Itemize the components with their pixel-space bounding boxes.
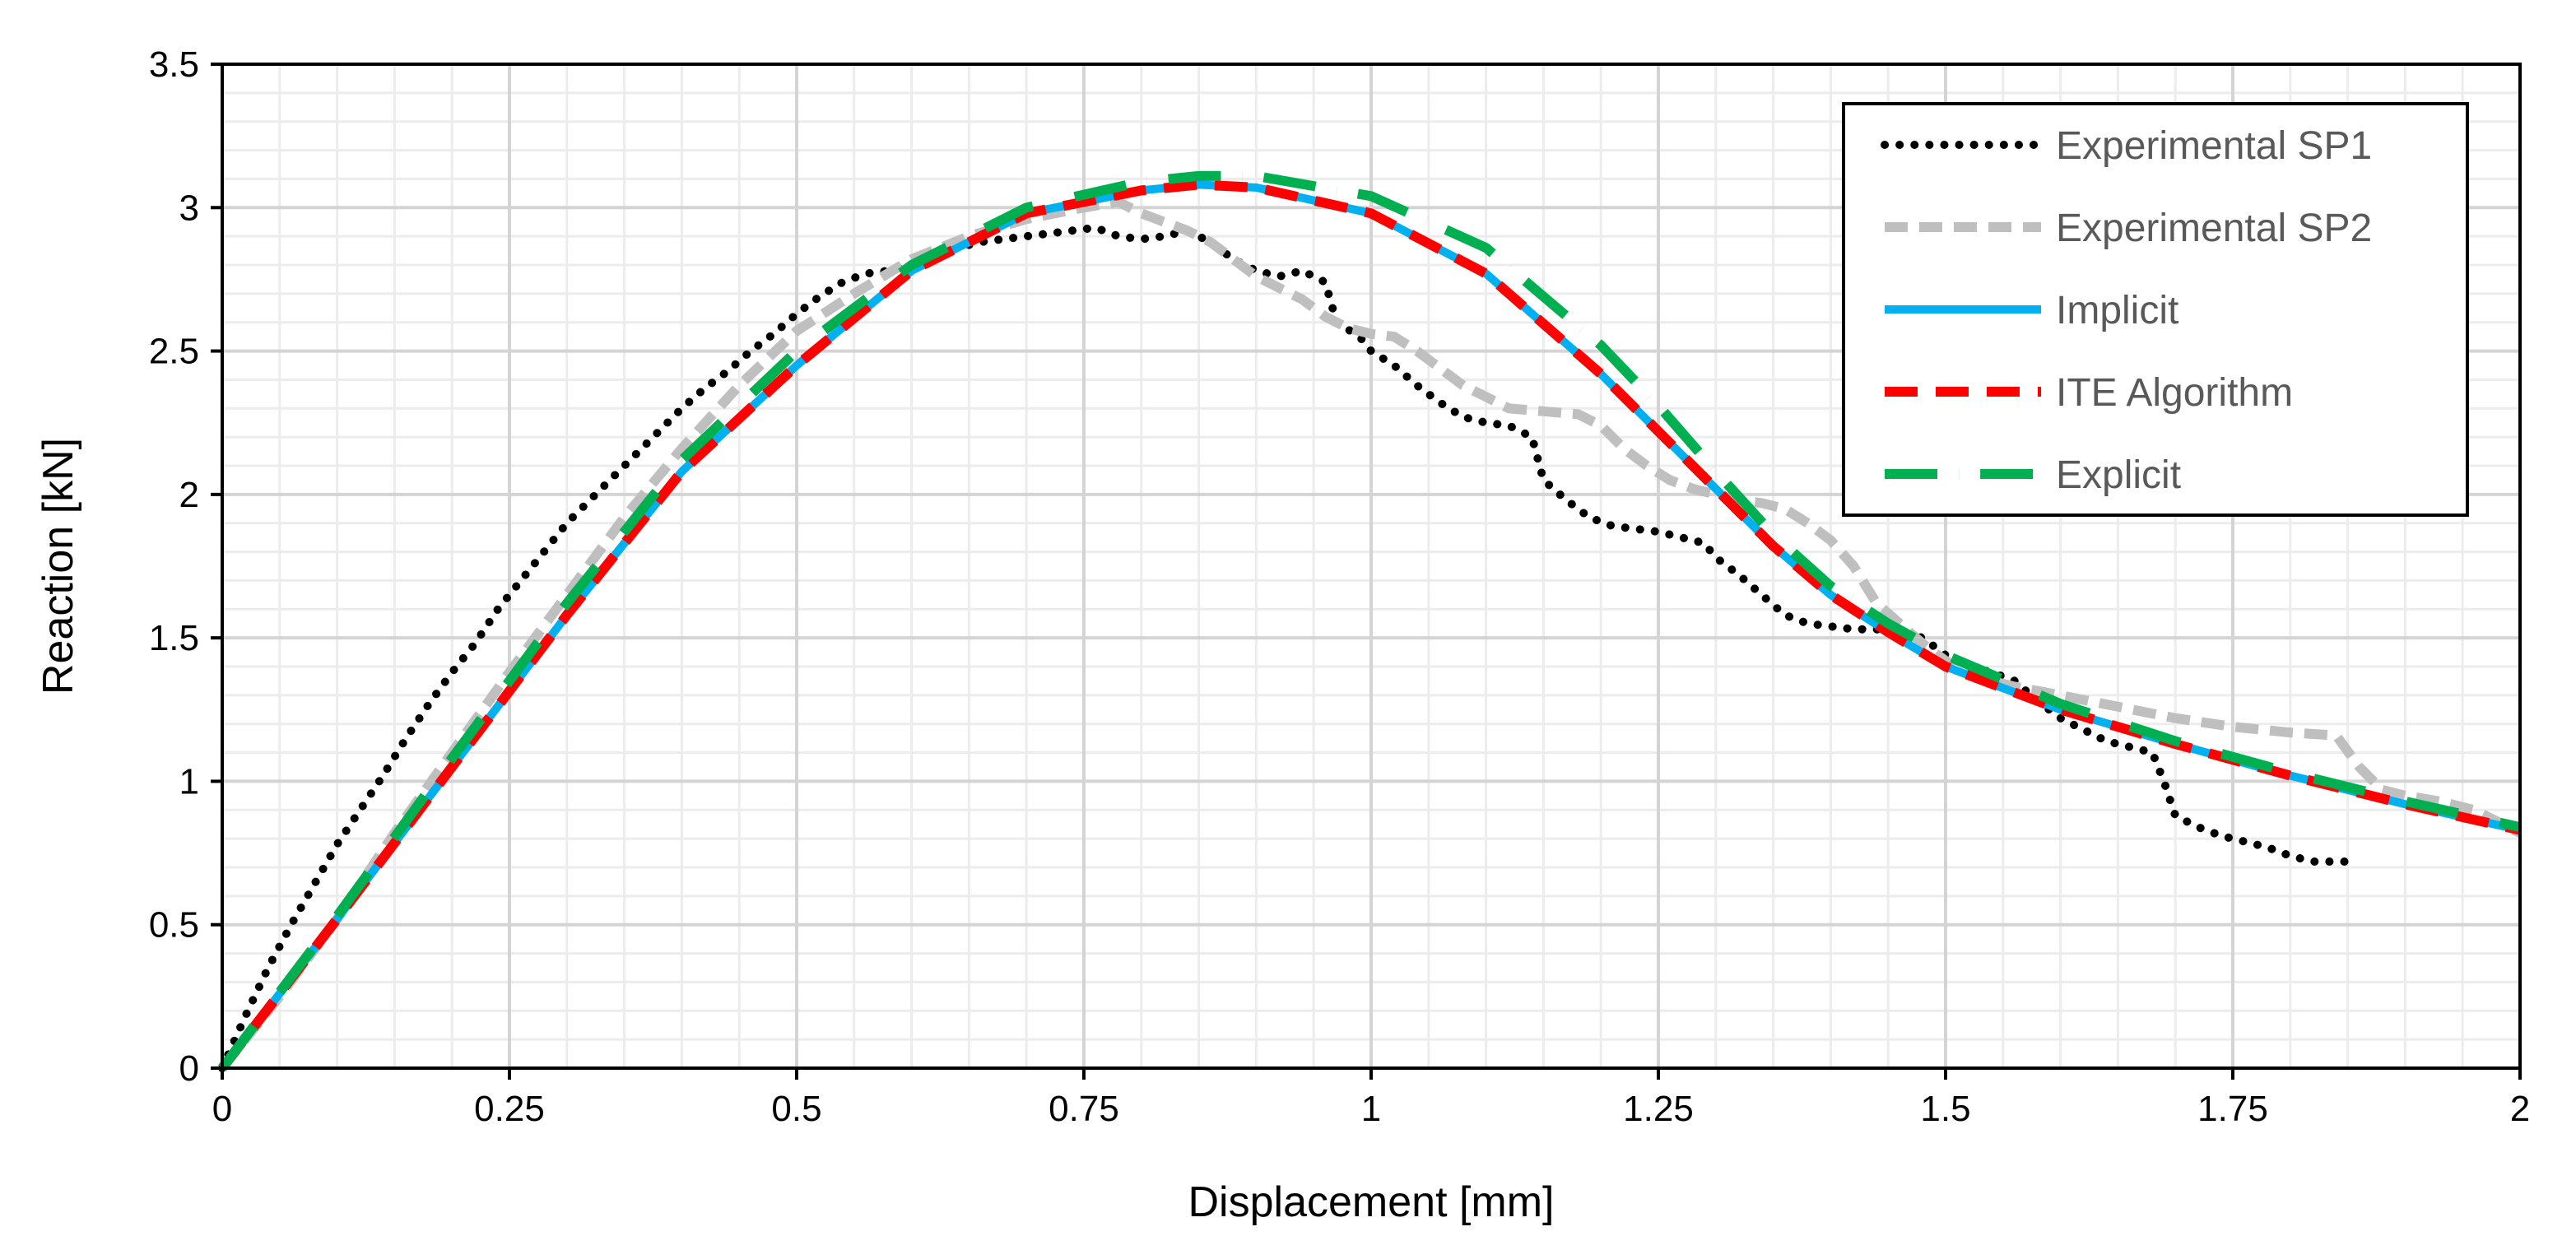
- y-axis-title: Reaction [kN]: [35, 438, 82, 695]
- y-tick-label: 1: [179, 761, 199, 802]
- y-tick-label: 3: [179, 188, 199, 228]
- legend-label-explicit: Explicit: [2056, 453, 2181, 497]
- y-tick-label: 0: [179, 1048, 199, 1089]
- x-tick-label: 0.25: [474, 1089, 545, 1129]
- legend-label-implicit: Implicit: [2056, 289, 2178, 332]
- y-tick-label: 3.5: [149, 44, 199, 85]
- x-tick-label: 0.5: [771, 1089, 821, 1129]
- x-tick-label: 1.5: [1920, 1089, 1970, 1129]
- series-line-experimental-sp2: [218, 197, 2523, 1071]
- series-line-explicit: [218, 170, 2522, 1071]
- y-tick-label: 0.5: [149, 905, 199, 946]
- legend-label-ite-algorithm: ITE Algorithm: [2056, 371, 2293, 415]
- x-tick-label: 0.75: [1049, 1089, 1119, 1129]
- x-axis-title: Displacement [mm]: [1188, 1178, 1555, 1226]
- legend: Experimental SP1 Experimental SP2 Implicit…: [1842, 102, 2469, 517]
- x-axis-ticks: 0 0.25 0.5 0.75 1 1.25 1.5 1.75 2: [212, 1068, 2530, 1129]
- series-line-experimental-sp1: [218, 223, 2352, 1072]
- y-tick-label: 2.5: [149, 332, 199, 372]
- y-tick-label: 1.5: [149, 618, 199, 658]
- y-axis-ticks: 0 0.5 1 1.5 2 2.5 3 3.5: [149, 44, 222, 1089]
- x-tick-label: 2: [2510, 1089, 2530, 1129]
- y-tick-label: 2: [179, 475, 199, 515]
- x-tick-label: 1.25: [1623, 1089, 1694, 1129]
- x-tick-label: 0: [212, 1089, 232, 1129]
- legend-label-experimental-sp2: Experimental SP2: [2056, 207, 2372, 250]
- legend-label-experimental-sp1: Experimental SP1: [2056, 124, 2372, 168]
- x-tick-label: 1.75: [2197, 1089, 2268, 1129]
- series-layer: [218, 170, 2523, 1072]
- series-line-implicit: [219, 180, 2522, 1071]
- x-tick-label: 1: [1361, 1089, 1381, 1129]
